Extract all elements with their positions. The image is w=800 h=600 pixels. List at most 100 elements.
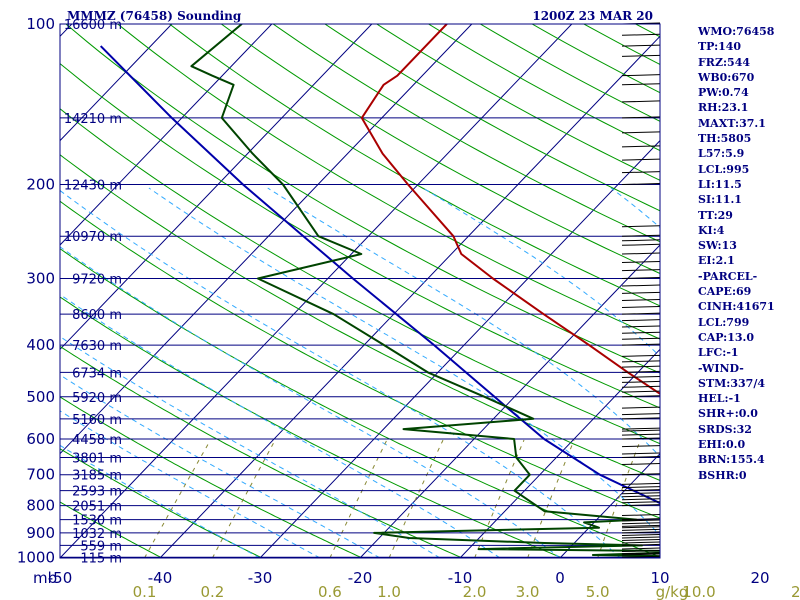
height-level-label: 10970 m <box>64 230 122 245</box>
wind-barb <box>621 380 661 383</box>
wind-barb <box>621 524 661 527</box>
mixing-ratio-tick-label: 1.0 <box>377 583 401 600</box>
sounding-profiles <box>99 24 660 558</box>
wind-barb <box>621 100 661 103</box>
sounding-indices-panel: WMO:76458 TP:140 FRZ:544 WB0:670 PW:0.74 RH:2… <box>698 24 798 483</box>
wind-barb <box>621 456 661 459</box>
mixing-ratio-tick-label: 0.2 <box>200 583 224 600</box>
isotherm-line <box>60 24 373 351</box>
pressure-tick-label: 100 <box>26 15 55 33</box>
temperature-tick-label: -40 <box>148 569 173 587</box>
temperature-tick-label: -10 <box>448 569 473 587</box>
wind-barb <box>621 549 661 552</box>
wind-barb <box>621 131 661 134</box>
mixing-ratio-line <box>329 439 388 558</box>
wind-barb <box>621 498 661 501</box>
mixing-ratio-tick-label: 10.0 <box>682 583 715 600</box>
wind-barb <box>621 54 661 57</box>
height-level-label: 5160 m <box>72 413 122 428</box>
wind-barb <box>621 239 661 242</box>
sounding-index-item: -WIND- <box>698 361 744 375</box>
height-level-label: 9720 m <box>72 272 122 287</box>
wind-barb <box>621 489 661 492</box>
sounding-index-item: LFC:-1 <box>698 346 739 360</box>
mixing-ratio-line <box>388 439 444 558</box>
mixing-ratio-tick-label: 2.0 <box>463 583 487 600</box>
wind-barb <box>621 74 661 77</box>
sounding-index-item: STM:337/4 <box>698 376 765 390</box>
sounding-index-item: KI:4 <box>698 223 725 237</box>
pressure-tick-label: 700 <box>26 466 55 484</box>
dewpoint-line <box>190 24 660 558</box>
height-level-label: 1032 m <box>72 527 122 542</box>
sounding-index-item: SRDS:32 <box>698 422 752 436</box>
moist-adiabat-line <box>267 187 660 458</box>
wind-barb <box>621 305 661 308</box>
height-level-label: 559 m <box>80 539 122 554</box>
sounding-index-item: SI:11.1 <box>698 193 742 207</box>
wind-barb <box>621 145 661 148</box>
height-level-label: 7630 m <box>72 339 122 354</box>
sounding-index-item: MAXT:37.1 <box>698 116 766 130</box>
moist-adiabat-line <box>60 374 381 558</box>
sounding-index-item: EI:2.1 <box>698 254 735 268</box>
wind-barb <box>621 343 661 346</box>
wind-barb <box>621 541 661 544</box>
wind-barb <box>621 482 661 485</box>
wind-barb <box>621 536 661 539</box>
wind-barb <box>621 406 661 409</box>
wind-barb <box>621 260 661 263</box>
wind-barb <box>621 325 661 328</box>
height-level-label: 1530 m <box>72 514 122 529</box>
mixing-ratio-unit-label: g/kg <box>656 583 689 600</box>
moist-adiabat-line <box>60 246 561 558</box>
wind-barb <box>621 543 661 546</box>
wind-barb <box>621 225 661 228</box>
wind-barb <box>621 158 661 161</box>
dry-adiabat-line <box>65 24 660 374</box>
sounding-index-item: TH:5805 <box>698 132 752 146</box>
wind-barb <box>621 486 661 489</box>
isotherm-line <box>559 452 660 558</box>
moist-adiabat-line <box>148 187 660 537</box>
pressure-tick-label: 1000 <box>17 548 55 566</box>
sounding-index-item: WMO:76458 <box>698 25 775 38</box>
wind-barb <box>621 395 661 398</box>
wind-barb <box>621 252 661 255</box>
wind-barb <box>621 429 661 432</box>
plot-frame <box>59 23 661 559</box>
height-level-label: 6734 m <box>72 366 122 381</box>
wind-barb <box>621 183 661 186</box>
sounding-index-item: EHI:0.0 <box>698 438 746 452</box>
wind-barb <box>621 284 661 287</box>
pressure-tick-label: 300 <box>26 269 55 287</box>
wind-barb <box>621 234 661 237</box>
height-level-label: 2051 m <box>72 500 122 515</box>
wind-barb <box>621 390 661 393</box>
temperature-tick-label: 10 <box>650 569 669 587</box>
sounding-index-item: -PARCEL- <box>698 269 758 283</box>
wind-barb <box>621 492 661 495</box>
pressure-tick-label: 400 <box>26 336 55 354</box>
wind-barb <box>621 514 661 517</box>
sounding-index-item: RH:23.1 <box>698 101 749 115</box>
height-level-label: 3801 m <box>72 452 122 467</box>
sounding-index-item: SW:13 <box>698 239 737 253</box>
wind-barb <box>621 33 661 36</box>
height-level-label: 5920 m <box>72 391 122 406</box>
wind-barb <box>621 433 661 436</box>
temperature-tick-label: -50 <box>48 569 73 587</box>
wind-barb <box>621 437 661 440</box>
wind-barb <box>621 533 661 536</box>
mixing-ratio-tick-label: 5.0 <box>586 583 610 600</box>
wind-barb <box>621 385 661 388</box>
parcel-path-line <box>99 45 660 505</box>
dry-adiabat-line <box>117 24 660 340</box>
height-level-label: 8600 m <box>72 308 122 323</box>
mixing-ratio-tick-label: 0.6 <box>318 583 342 600</box>
wind-barb <box>621 445 661 448</box>
wind-barb <box>621 522 661 525</box>
sounding-index-item: BSHR:0 <box>698 468 747 482</box>
height-level-label: 4458 m <box>72 433 122 448</box>
